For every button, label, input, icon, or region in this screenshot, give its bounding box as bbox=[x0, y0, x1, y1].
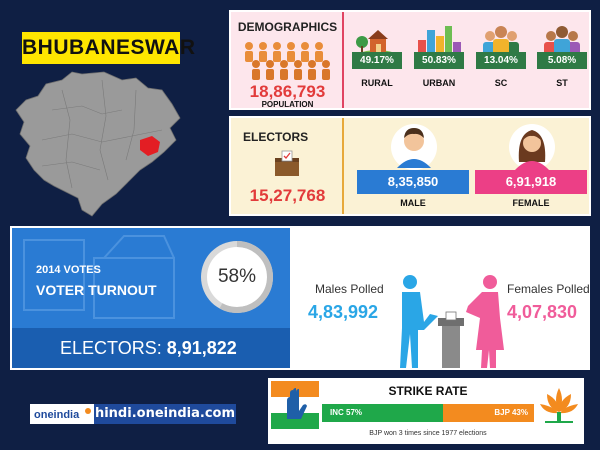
inc-segment: INC 57% bbox=[322, 404, 443, 422]
urban-label: URBAN bbox=[422, 78, 456, 88]
female-electors-value: 6,91,918 bbox=[475, 170, 587, 194]
turnout-electors-value: 8,91,822 bbox=[166, 338, 237, 358]
turnout-gauge bbox=[201, 241, 273, 313]
females-polled-value: 4,07,830 bbox=[507, 302, 578, 322]
population-value: 18,86,793 bbox=[249, 82, 326, 101]
bhubaneswar-region bbox=[140, 136, 160, 156]
male-label: MALE bbox=[400, 198, 426, 208]
turnout-percent: 58% bbox=[217, 266, 257, 287]
electors-bar bbox=[12, 328, 290, 368]
electors-panel: ELECTORS 15,27,768 8,35,850 MALE 6,91,91… bbox=[229, 116, 591, 216]
demographics-panel: DEMOGRAPHICS 18,86,793 POPULATION bbox=[229, 10, 591, 110]
ballot-watermark-icon bbox=[23, 235, 175, 319]
bjp-lotus-logo-icon bbox=[537, 382, 581, 428]
strike-rate-note: BJP won 3 times since 1977 elections bbox=[369, 430, 487, 437]
electors-summary: ELECTORS 15,27,768 bbox=[231, 118, 344, 214]
sc-category: 13.04% SC bbox=[470, 12, 532, 108]
voting-figures-icon bbox=[400, 275, 504, 368]
voter-turnout-title: VOTER TURNOUT bbox=[36, 282, 157, 298]
strike-rate-title: STRIKE RATE bbox=[388, 384, 468, 398]
males-polled-value: 4,83,992 bbox=[308, 302, 379, 322]
sc-pct: 13.04% bbox=[476, 52, 526, 69]
electors-title: ELECTORS bbox=[243, 130, 309, 144]
turnout-summary: 2014 VOTES VOTER TURNOUT 58% ELECTORS: 8… bbox=[12, 228, 290, 368]
svg-text:oneindia: oneindia bbox=[34, 409, 80, 421]
females-polled-label: Females Polled bbox=[507, 282, 590, 296]
urban-category: 50.83% URBAN bbox=[408, 12, 470, 108]
male-electors-value: 8,35,850 bbox=[357, 170, 469, 194]
male-avatar-icon bbox=[391, 124, 437, 170]
city-label: BHUBANESWAR bbox=[22, 32, 195, 64]
strike-rate-panel: STRIKE RATE INC 57% BJP 43% BJP won 3 ti… bbox=[268, 378, 584, 444]
st-label: ST bbox=[556, 78, 568, 88]
turnout-electors-label: ELECTORS: bbox=[60, 338, 162, 358]
year-votes-label: 2014 VOTES bbox=[36, 264, 101, 276]
sc-label: SC bbox=[494, 78, 508, 88]
males-polled-label: Males Polled bbox=[315, 282, 384, 296]
oneindia-logo: oneindia bbox=[30, 404, 94, 424]
population-people-icon bbox=[245, 42, 330, 80]
site-url[interactable]: hindi.oneindia.com bbox=[94, 404, 236, 424]
female-label: FEMALE bbox=[512, 198, 550, 208]
strike-rate-bar: INC 57% BJP 43% bbox=[322, 404, 534, 422]
rural-category: 49.17% RURAL bbox=[346, 12, 408, 108]
rural-pct: 49.17% bbox=[352, 52, 402, 69]
inc-hand-logo-icon bbox=[271, 381, 319, 429]
st-category: 5.08% ST bbox=[531, 12, 593, 108]
population-label: POPULATION bbox=[261, 100, 314, 109]
turnout-electors: ELECTORS: 8,91,822 bbox=[60, 338, 237, 359]
ballot-box-icon bbox=[275, 150, 299, 176]
odisha-map bbox=[15, 71, 181, 217]
electors-total: 15,27,768 bbox=[249, 186, 326, 205]
demographics-summary: DEMOGRAPHICS 18,86,793 POPULATION bbox=[231, 12, 344, 109]
rural-label: RURAL bbox=[361, 78, 393, 88]
bjp-segment: BJP 43% bbox=[443, 404, 534, 422]
urban-pct: 50.83% bbox=[414, 52, 464, 69]
female-avatar-icon bbox=[509, 124, 555, 170]
turnout-panel: 2014 VOTES VOTER TURNOUT 58% ELECTORS: 8… bbox=[10, 226, 590, 370]
demographics-title: DEMOGRAPHICS bbox=[237, 20, 338, 34]
st-pct: 5.08% bbox=[537, 52, 587, 69]
